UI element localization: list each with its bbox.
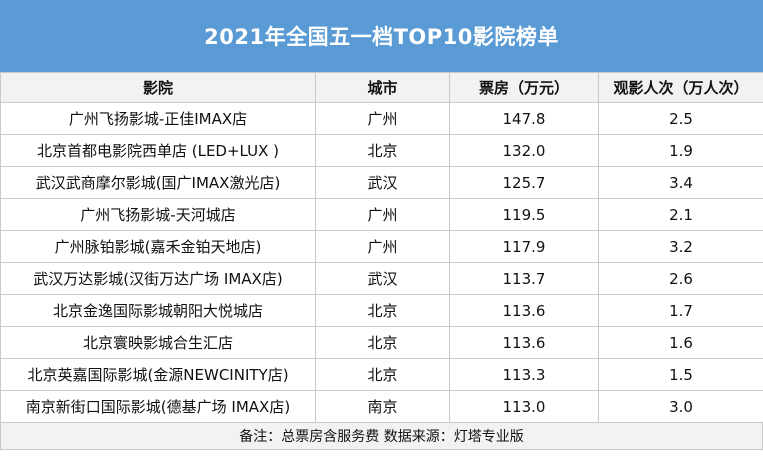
city-cell: 广州: [315, 102, 450, 135]
attendance-cell: 1.7: [598, 294, 763, 327]
table-row: 广州脉铂影城(嘉禾金铂天地店) 广州 117.9 3.2: [0, 230, 763, 263]
footer-note: 备注：总票房含服务费 数据来源：灯塔专业版: [0, 423, 763, 450]
column-header-city: 城市: [315, 72, 450, 103]
table-row: 北京金逸国际影城朝阳大悦城店 北京 113.6 1.7: [0, 294, 763, 327]
attendance-cell: 3.2: [598, 230, 763, 263]
attendance-cell: 2.5: [598, 102, 763, 135]
cinema-cell: 北京首都电影院西单店 (LED+LUX ): [0, 134, 316, 167]
cinema-cell: 南京新街口国际影城(德基广场 IMAX店): [0, 390, 316, 423]
cinema-cell: 北京寰映影城合生汇店: [0, 326, 316, 359]
box-office-cell: 147.8: [449, 102, 599, 135]
city-cell: 北京: [315, 294, 450, 327]
attendance-cell: 2.6: [598, 262, 763, 295]
city-cell: 北京: [315, 326, 450, 359]
box-office-cell: 113.6: [449, 326, 599, 359]
cinema-cell: 广州飞扬影城-正佳IMAX店: [0, 102, 316, 135]
cinema-cell: 武汉万达影城(汉街万达广场 IMAX店): [0, 262, 316, 295]
box-office-cell: 119.5: [449, 198, 599, 231]
cinema-cell: 北京英嘉国际影城(金源NEWCINITY店): [0, 358, 316, 391]
column-header-attendance: 观影人次（万人次）: [598, 72, 763, 103]
column-header-box-office: 票房（万元）: [449, 72, 599, 103]
box-office-cell: 117.9: [449, 230, 599, 263]
attendance-cell: 1.6: [598, 326, 763, 359]
city-cell: 北京: [315, 358, 450, 391]
cinema-ranking-table: 影院 城市 票房（万元） 观影人次（万人次） 广州飞扬影城-正佳IMAX店 广州…: [0, 72, 763, 423]
box-office-cell: 113.0: [449, 390, 599, 423]
attendance-cell: 2.1: [598, 198, 763, 231]
city-cell: 北京: [315, 134, 450, 167]
attendance-cell: 1.9: [598, 134, 763, 167]
table-row: 北京英嘉国际影城(金源NEWCINITY店) 北京 113.3 1.5: [0, 358, 763, 391]
attendance-cell: 1.5: [598, 358, 763, 391]
table-row: 广州飞扬影城-天河城店 广州 119.5 2.1: [0, 198, 763, 231]
attendance-cell: 3.4: [598, 166, 763, 199]
table-row: 南京新街口国际影城(德基广场 IMAX店) 南京 113.0 3.0: [0, 390, 763, 423]
cinema-cell: 广州飞扬影城-天河城店: [0, 198, 316, 231]
box-office-cell: 125.7: [449, 166, 599, 199]
attendance-cell: 3.0: [598, 390, 763, 423]
column-header-cinema: 影院: [0, 72, 316, 103]
city-cell: 南京: [315, 390, 450, 423]
table-row: 北京寰映影城合生汇店 北京 113.6 1.6: [0, 326, 763, 359]
cinema-cell: 北京金逸国际影城朝阳大悦城店: [0, 294, 316, 327]
cinema-cell: 武汉武商摩尔影城(国广IMAX激光店): [0, 166, 316, 199]
city-cell: 广州: [315, 198, 450, 231]
box-office-cell: 113.6: [449, 294, 599, 327]
city-cell: 广州: [315, 230, 450, 263]
city-cell: 武汉: [315, 166, 450, 199]
table-row: 武汉武商摩尔影城(国广IMAX激光店) 武汉 125.7 3.4: [0, 166, 763, 199]
box-office-cell: 113.7: [449, 262, 599, 295]
table-row: 北京首都电影院西单店 (LED+LUX ) 北京 132.0 1.9: [0, 134, 763, 167]
table-row: 广州飞扬影城-正佳IMAX店 广州 147.8 2.5: [0, 102, 763, 135]
table-header-row: 影院 城市 票房（万元） 观影人次（万人次）: [0, 72, 763, 103]
box-office-cell: 113.3: [449, 358, 599, 391]
page-title: 2021年全国五一档TOP10影院榜单: [0, 0, 763, 72]
cinema-cell: 广州脉铂影城(嘉禾金铂天地店): [0, 230, 316, 263]
table-row: 武汉万达影城(汉街万达广场 IMAX店) 武汉 113.7 2.6: [0, 262, 763, 295]
box-office-cell: 132.0: [449, 134, 599, 167]
city-cell: 武汉: [315, 262, 450, 295]
